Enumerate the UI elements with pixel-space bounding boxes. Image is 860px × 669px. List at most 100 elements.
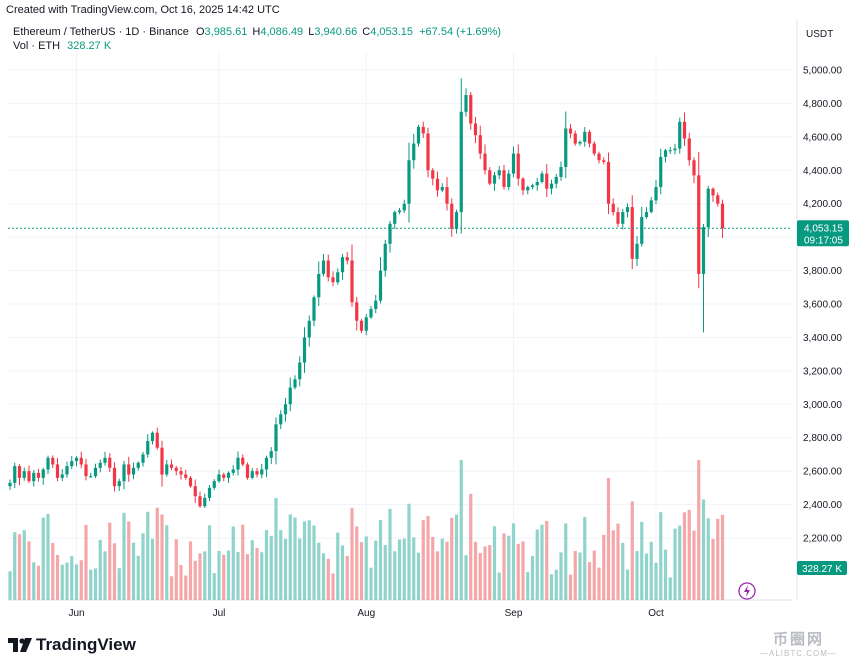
candle-body xyxy=(416,126,421,144)
candle-body xyxy=(711,188,715,196)
volume-bar xyxy=(682,512,687,600)
candle-body xyxy=(507,173,511,187)
candle-body xyxy=(692,160,696,176)
candle-body xyxy=(407,160,411,204)
candle-body xyxy=(60,474,64,478)
watermark-domain: —ALIBTC.COM— xyxy=(760,649,837,658)
volume-bar xyxy=(478,553,482,600)
volume-bar xyxy=(108,522,112,600)
candle-body xyxy=(260,469,264,475)
volume-bar xyxy=(654,562,658,600)
y-tick-label: 2,600.00 xyxy=(803,467,842,478)
change-value: +67.54 (+1.69%) xyxy=(419,26,502,38)
candle-body xyxy=(336,272,340,283)
volume-bar xyxy=(127,521,131,600)
candle-body xyxy=(635,243,639,259)
volume-bar xyxy=(245,554,250,600)
candle-body xyxy=(46,457,50,470)
volume-legend: Vol · ETH 328.27 K xyxy=(13,40,111,52)
volume-bar xyxy=(255,547,259,600)
volume-bar xyxy=(602,534,606,600)
candle-body xyxy=(364,317,368,331)
volume-bar xyxy=(283,538,288,600)
volume-bar xyxy=(136,555,140,600)
candle-body xyxy=(307,320,311,338)
candle-body xyxy=(231,469,235,473)
candle-body xyxy=(326,260,330,278)
volume-bar xyxy=(649,541,653,600)
candle-body xyxy=(8,482,12,487)
candle-body xyxy=(160,447,164,475)
volume-bar xyxy=(564,523,568,600)
volume-bar xyxy=(435,551,440,600)
volume-bar xyxy=(568,574,573,600)
candle-body xyxy=(93,467,98,477)
volume-bar xyxy=(226,550,231,600)
candle-body xyxy=(212,481,216,488)
candle-body xyxy=(22,471,26,478)
watermark: 币圈网 —ALIBTC.COM— xyxy=(760,628,837,658)
candle-body xyxy=(317,273,321,298)
candle-body xyxy=(492,175,497,184)
volume-bar xyxy=(312,525,316,600)
volume-marker-text: 328.27 K xyxy=(802,564,842,575)
volume-bar xyxy=(307,520,311,600)
volume-bar xyxy=(369,567,373,600)
x-tick-label: Aug xyxy=(357,608,375,619)
volume-bar xyxy=(640,521,644,600)
lightning-icon[interactable] xyxy=(738,582,756,600)
volume-bar xyxy=(545,520,549,600)
candle-body xyxy=(27,471,31,482)
volume-bar xyxy=(169,576,174,600)
candle-body xyxy=(355,302,359,321)
candle-body xyxy=(283,404,288,415)
candle-body xyxy=(241,457,245,465)
close-label: C xyxy=(362,26,371,38)
volume-bar xyxy=(8,571,12,600)
candle-body xyxy=(70,461,74,467)
candle-body xyxy=(630,207,634,259)
tradingview-logo[interactable]: TradingView xyxy=(8,635,136,655)
time-axis: Jun Jul Aug Sep Oct xyxy=(68,608,664,619)
volume-bar xyxy=(198,553,202,600)
candle-body xyxy=(169,464,174,468)
volume-bar xyxy=(203,551,207,600)
volume-bar xyxy=(597,567,601,600)
candle-body xyxy=(431,170,435,179)
candle-body xyxy=(583,131,587,142)
volume-bar xyxy=(412,537,416,600)
volume-bar xyxy=(117,568,121,600)
volume-box xyxy=(797,561,847,575)
candle-body xyxy=(649,200,653,213)
candle-body xyxy=(269,451,273,458)
candle-body xyxy=(274,424,278,452)
volume-bar xyxy=(32,562,36,600)
volume-label[interactable]: Vol · ETH xyxy=(13,40,61,52)
volume-bar xyxy=(549,574,554,600)
volume-bar xyxy=(193,560,197,600)
volume-bar xyxy=(625,569,630,600)
candle-body xyxy=(663,150,668,157)
candle-body xyxy=(279,414,283,425)
candle-body xyxy=(13,466,17,483)
close-value: 4,053.15 xyxy=(370,26,414,38)
candle-body xyxy=(207,487,212,498)
y-tick-label: 2,800.00 xyxy=(803,433,842,444)
candle-body xyxy=(616,212,620,224)
volume-bar xyxy=(697,460,701,600)
y-tick-label: 4,200.00 xyxy=(803,199,842,210)
volume-bar xyxy=(711,538,715,600)
volume-bar xyxy=(331,573,335,600)
candle-body xyxy=(454,212,459,229)
volume-bar xyxy=(554,569,558,600)
symbol-title[interactable]: Ethereum / TetherUS · 1D · Binance xyxy=(13,26,189,38)
x-tick-label: Oct xyxy=(648,608,664,619)
volume-bar xyxy=(222,554,226,600)
candle-body xyxy=(65,466,69,475)
candle-body xyxy=(526,187,530,191)
volume-bar xyxy=(720,514,725,600)
volume-bar xyxy=(388,508,392,600)
volume-bar xyxy=(440,538,444,600)
volume-bar xyxy=(355,526,359,600)
